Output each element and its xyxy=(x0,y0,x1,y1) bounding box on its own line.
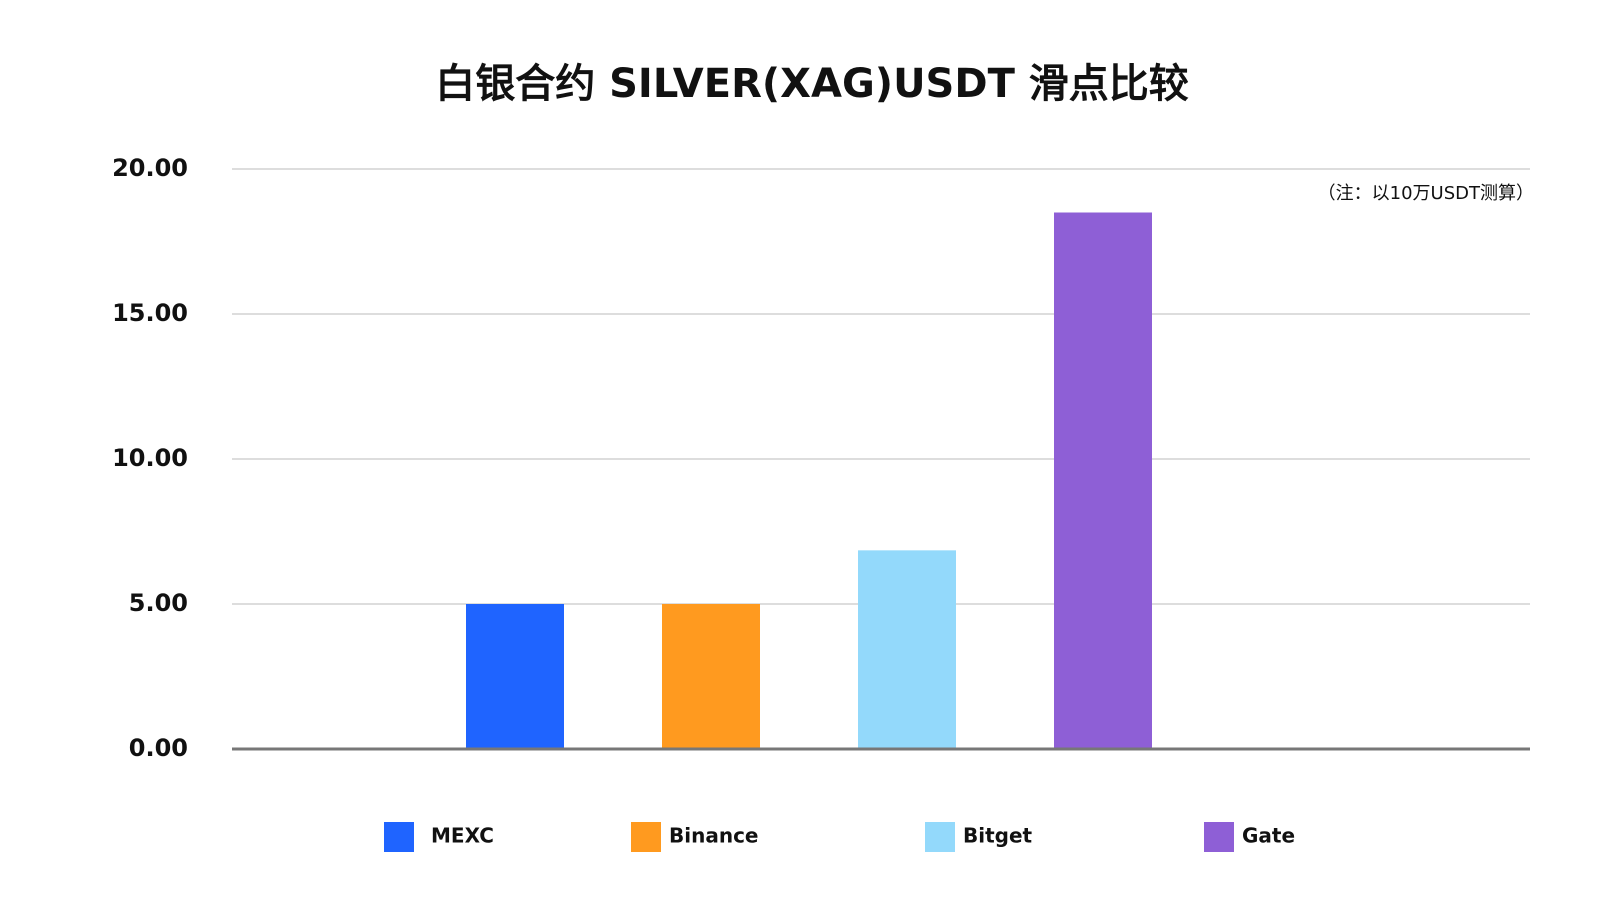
legend-label: Gate xyxy=(1242,824,1295,848)
legend-label: Bitget xyxy=(963,824,1033,848)
y-tick-label: 15.00 xyxy=(112,299,188,327)
annotation: （注：以10万USDT测算） xyxy=(1318,183,1534,204)
legend-swatch xyxy=(925,822,955,852)
y-tick-label: 20.00 xyxy=(112,154,188,182)
chart-title: 白银合约 SILVER(XAG)USDT 滑点比较 xyxy=(435,61,1189,107)
y-tick-label: 5.00 xyxy=(129,589,188,617)
legend-swatch xyxy=(384,822,414,852)
bar xyxy=(662,604,760,749)
legend-swatch xyxy=(1204,822,1234,852)
y-tick-label: 0.00 xyxy=(129,734,188,762)
bar xyxy=(466,604,564,749)
bar xyxy=(1054,212,1152,749)
legend-label: Binance xyxy=(669,824,759,848)
legend-label: MEXC xyxy=(431,824,494,848)
y-tick-label: 10.00 xyxy=(112,444,188,472)
bar xyxy=(858,550,956,749)
legend-swatch xyxy=(631,822,661,852)
